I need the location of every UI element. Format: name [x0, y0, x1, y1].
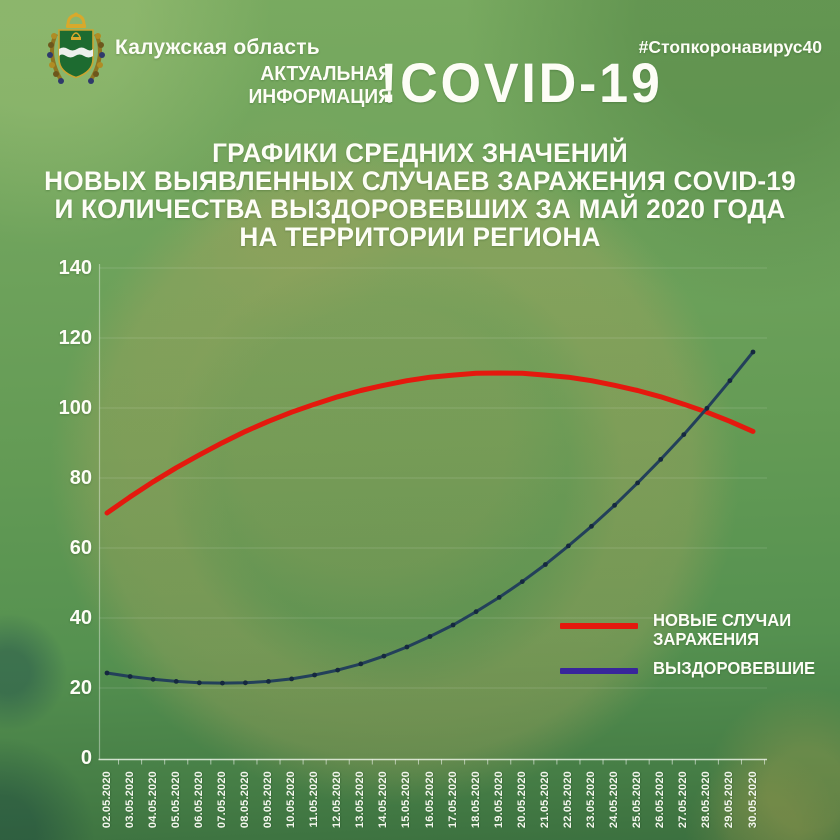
y-tick-label-120: 120: [58, 327, 92, 349]
recovered-marker: [404, 644, 410, 650]
actual-info-line2: ИНФОРМАЦИЯ: [248, 85, 392, 108]
legend-swatch-recovered: [560, 668, 638, 674]
kaluga-coat-of-arms: [47, 12, 105, 84]
shield: [58, 29, 94, 79]
recovered-marker: [704, 405, 710, 411]
title-line2: НОВЫХ ВЫЯВЛЕННЫХ СЛУЧАЕВ ЗАРАЖЕНИЯ COVID…: [44, 166, 796, 196]
recovered-marker: [312, 672, 317, 678]
recovered-marker: [612, 502, 617, 508]
y-tick-label-0: 0: [80, 747, 92, 769]
y-tick-label-140: 140: [58, 257, 92, 279]
recovered-marker: [266, 679, 271, 684]
recovered-marker: [658, 457, 664, 462]
title-line1: ГРАФИКИ СРЕДНИХ ЗНАЧЕНИЙ: [212, 138, 628, 168]
recovered-marker: [196, 680, 202, 686]
recovered-marker: [543, 562, 548, 567]
y-tick-label-60: 60: [69, 537, 92, 559]
recovered-marker: [243, 680, 248, 686]
legend-label-new-cases: НОВЫЕ СЛУЧАИ ЗАРАЖЕНИЯ: [653, 610, 792, 649]
y-tick-label-40: 40: [69, 607, 92, 629]
recovered-marker: [473, 609, 479, 615]
recovered-marker: [589, 523, 594, 529]
x-tick-label-30.05.2020: 30.05.2020: [746, 771, 759, 829]
actual-info-label: АКТУАЛЬНАЯ ИНФОРМАЦИЯ: [210, 62, 392, 108]
recovered-marker: [381, 653, 387, 659]
new-cases-line: [104, 370, 756, 516]
actual-info-line1: АКТУАЛЬНАЯ: [260, 62, 392, 85]
y-tick-label-80: 80: [69, 467, 92, 489]
chart-title: ГРАФИКИ СРЕДНИХ ЗНАЧЕНИЙ НОВЫХ ВЫЯВЛЕННЫ…: [0, 139, 840, 251]
recovered-marker: [496, 595, 502, 600]
legend-swatch-new-cases: [560, 623, 638, 629]
recovered-marker: [220, 680, 225, 686]
recovered-marker: [127, 674, 133, 679]
recovered-marker: [335, 667, 341, 673]
recovered-marker: [727, 378, 733, 384]
recovered-marker: [681, 432, 687, 437]
recovered-marker: [427, 634, 433, 639]
legend-label-recovered: ВЫЗДОРОВЕВШИЕ: [653, 658, 816, 678]
title-line3: И КОЛИЧЕСТВА ВЫЗДОРОВЕВШИХ ЗА МАЙ 2020 Г…: [54, 194, 786, 224]
recovered-marker: [289, 676, 294, 682]
crown: [66, 12, 86, 28]
recovered-marker: [450, 622, 456, 628]
recovered-marker: [519, 579, 525, 584]
recovered-marker: [750, 349, 756, 355]
recovered-marker: [150, 676, 156, 682]
recovered-marker: [566, 543, 571, 549]
covid19-banner: !COVID-19: [380, 51, 663, 114]
y-tick-label-20: 20: [69, 677, 92, 699]
region-name: Калужская область: [115, 36, 320, 59]
y-tick-label-100: 100: [58, 397, 92, 419]
title-line4: НА ТЕРРИТОРИИ РЕГИОНА: [239, 222, 601, 252]
recovered-marker: [104, 670, 110, 676]
recovered-marker: [358, 661, 364, 667]
recovered-marker: [173, 679, 179, 684]
hashtag-label: #Стопкоронавирус40: [638, 37, 822, 57]
wreath: [47, 33, 105, 84]
recovered-marker: [635, 480, 640, 486]
